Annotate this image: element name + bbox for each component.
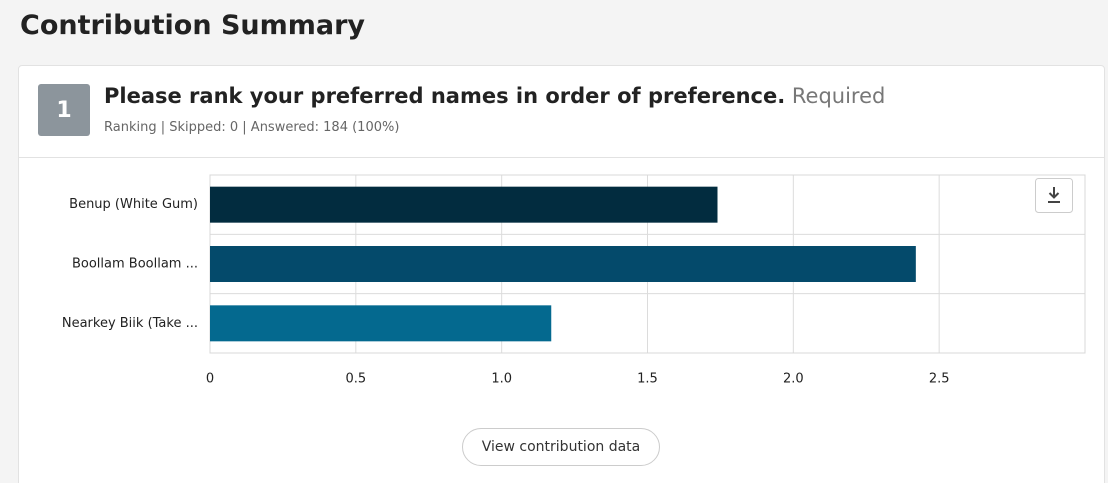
x-tick-label: 2.0: [783, 372, 804, 387]
question-meta: Ranking | Skipped: 0 | Answered: 184 (10…: [104, 120, 400, 135]
x-tick-label: 0.5: [345, 372, 366, 387]
view-data-button[interactable]: View contribution data: [462, 428, 660, 466]
y-tick-label: Benup (White Gum): [69, 197, 198, 212]
x-tick-label: 1.5: [637, 372, 658, 387]
question-text: Please rank your preferred names in orde…: [104, 84, 786, 108]
x-tick-label: 1.0: [491, 372, 512, 387]
y-tick-label: Nearkey Biik (Take ...: [62, 316, 198, 331]
bar: [210, 186, 718, 223]
page-title: Contribution Summary: [20, 10, 366, 41]
x-tick-label: 0: [206, 372, 214, 387]
required-label: Required: [791, 84, 886, 108]
question-number: 1: [38, 84, 90, 136]
y-tick-label: Boollam Boollam ...: [72, 257, 198, 272]
x-tick-label: 2.5: [929, 372, 950, 387]
divider: [19, 157, 1104, 158]
download-icon[interactable]: [1048, 187, 1060, 203]
bar: [210, 305, 552, 342]
download-button[interactable]: [1035, 178, 1073, 213]
chart: 0 0.5 1.0 1.5 2.0 2.5 Benup (White Gum) Boollam…: [62, 174, 1086, 387]
bar: [210, 246, 916, 282]
question-heading: Please rank your preferred names in orde…: [104, 84, 885, 108]
